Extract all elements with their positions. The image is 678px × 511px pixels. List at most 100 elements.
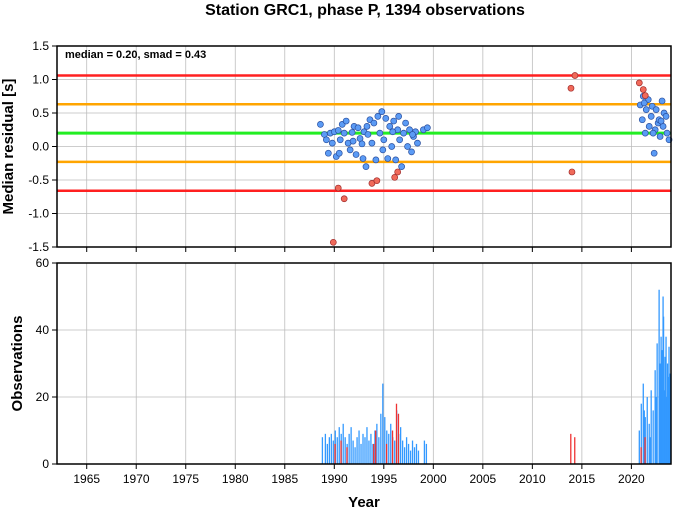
x-tick-label: 1980: [222, 472, 249, 486]
residual-point: [354, 124, 362, 132]
residual-point: [340, 129, 348, 137]
residual-point: [400, 129, 407, 137]
residual-point: [348, 129, 356, 136]
residual-point: [335, 149, 343, 157]
residual-y-ticks: 1.5 1.0 0.5 0.0 -0.5 -1.0 -1.5: [28, 39, 57, 254]
residual-point: [396, 136, 404, 144]
residual-point: [352, 151, 360, 158]
residual-y-axis-label: Median residual [s]: [0, 79, 17, 215]
x-tick-label: 1995: [370, 472, 397, 486]
residual-point: [324, 149, 332, 157]
residual-point: [328, 139, 336, 147]
residual-point: [379, 146, 387, 154]
observations-frame: [56, 262, 672, 465]
y-tick-label: 0.5: [32, 106, 49, 120]
residual-point: [386, 123, 394, 130]
residual-point: [656, 133, 664, 140]
residual-point: [363, 123, 371, 130]
outlier-point: [329, 238, 337, 246]
observations-grid: [57, 262, 671, 465]
residual-point: [652, 106, 660, 114]
residual-point: [370, 119, 378, 127]
residual-point: [388, 143, 396, 150]
residual-point: [376, 129, 384, 137]
x-tick-label: 1965: [73, 472, 100, 486]
outlier-point: [568, 168, 576, 176]
x-tick-label: 2015: [569, 472, 596, 486]
y-tick-label: 1.5: [32, 39, 49, 53]
residual-point: [409, 131, 416, 138]
residual-point: [372, 156, 380, 164]
outlier-point: [571, 72, 579, 79]
x-tick-label: 1985: [271, 472, 298, 486]
observations-y-ticks: 0 20 40 60: [36, 256, 57, 471]
residual-point: [336, 136, 344, 144]
residual-point: [378, 108, 386, 116]
residual-point: [380, 136, 388, 144]
outlier-point: [567, 84, 575, 92]
residual-point: [349, 137, 357, 145]
y-tick-label: -1.0: [28, 207, 49, 221]
residual-point: [647, 112, 655, 120]
residual-point: [389, 128, 397, 136]
y-tick-label: 0.0: [32, 140, 49, 154]
year-x-ticks: 1965 1970 1975 1980 1985 1990 1995 2000 2005 2010…: [73, 247, 645, 486]
residual-point: [395, 112, 403, 120]
residual-point: [657, 117, 665, 125]
residual-point: [662, 112, 670, 120]
residual-point: [359, 155, 367, 162]
x-tick-label: 2010: [519, 472, 546, 486]
outlier-point: [394, 168, 402, 176]
residual-point: [641, 129, 649, 137]
x-tick-label: 1990: [321, 472, 348, 486]
outlier-point: [639, 86, 647, 93]
outlier-point: [641, 92, 649, 99]
residual-point: [364, 131, 372, 138]
residual-point: [404, 143, 411, 150]
observations-y-axis-label: Observations: [9, 316, 26, 412]
outlier-point: [373, 177, 381, 185]
residual-point: [640, 99, 648, 107]
observations-panel: 0 20 40 60 1965 1970 1975 1980 1985 1990 1995 2000…: [9, 247, 672, 511]
x-tick-label: 2000: [420, 472, 447, 486]
y-tick-label: 0: [42, 457, 49, 471]
residual-point: [642, 106, 650, 114]
residual-points: [317, 72, 673, 246]
residual-point: [358, 140, 366, 148]
residual-point: [342, 117, 350, 125]
residual-point: [414, 139, 421, 147]
y-tick-label: -0.5: [28, 173, 49, 187]
residual-point: [334, 127, 342, 134]
x-tick-label: 2005: [469, 472, 496, 486]
residual-point: [374, 112, 382, 120]
residual-point: [650, 149, 658, 157]
outlier-point: [340, 195, 348, 203]
residual-point: [382, 115, 390, 122]
residual-point: [390, 117, 398, 125]
residual-point: [402, 119, 409, 127]
y-tick-label: 40: [36, 323, 50, 337]
observation-bars: [321, 289, 671, 464]
residual-point: [398, 163, 405, 170]
outlier-point: [635, 79, 643, 87]
x-tick-label: 1975: [172, 472, 199, 486]
outlier-point: [391, 173, 399, 181]
x-axis-label: Year: [348, 494, 380, 511]
residual-point: [649, 129, 657, 137]
stats-annotation: median = 0.20, smad = 0.43: [65, 49, 206, 61]
residual-point: [384, 155, 392, 162]
y-tick-label: 1.0: [32, 73, 49, 87]
y-tick-label: -1.5: [28, 240, 49, 254]
residual-point: [323, 136, 330, 144]
y-tick-label: 20: [36, 390, 50, 404]
chart-title: Station GRC1, phase P, 1394 observations: [205, 2, 525, 19]
residual-point: [424, 124, 431, 132]
residual-point: [317, 121, 324, 128]
residual-point: [638, 116, 646, 124]
residual-point: [663, 129, 671, 137]
residual-point: [392, 156, 400, 164]
x-tick-label: 2020: [618, 472, 645, 486]
y-tick-label: 60: [36, 256, 50, 270]
residual-point: [658, 97, 666, 105]
